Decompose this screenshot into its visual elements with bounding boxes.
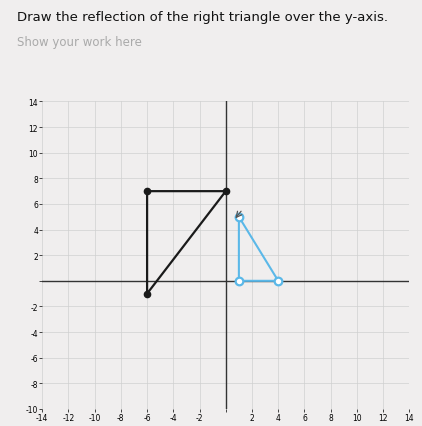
- Text: Draw the reflection of the right triangle over the y-axis.: Draw the reflection of the right triangl…: [17, 11, 388, 23]
- Text: Show your work here: Show your work here: [17, 36, 142, 49]
